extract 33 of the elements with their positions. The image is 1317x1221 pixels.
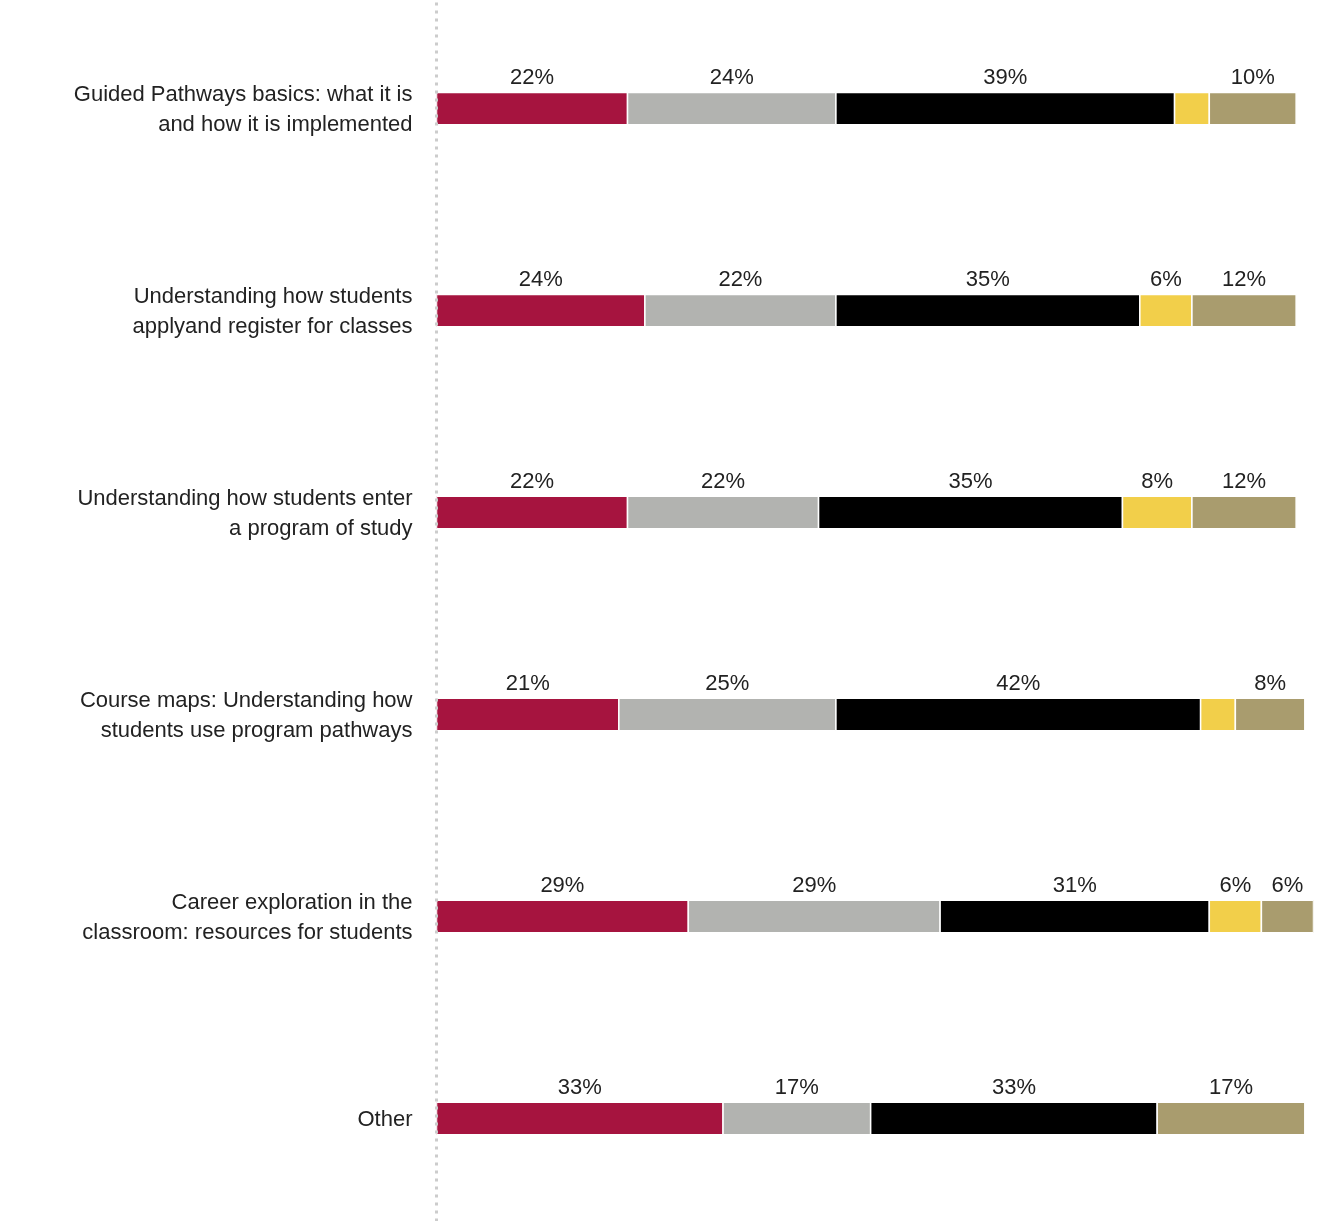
data-label: 22% <box>718 265 763 291</box>
data-label: 35% <box>965 265 1010 291</box>
data-label: 22% <box>510 467 555 493</box>
data-label: 33% <box>991 1073 1036 1099</box>
data-label: 35% <box>948 467 993 493</box>
data-label: 31% <box>1052 871 1097 897</box>
data-label: 22% <box>510 63 555 89</box>
data-label: 8% <box>1254 669 1286 695</box>
y-tick-label: Understanding how students enter a program of study <box>77 485 413 541</box>
data-label: 6% <box>1219 871 1252 897</box>
data-label: 22% <box>701 467 746 493</box>
data-label: 24% <box>518 265 563 291</box>
y-tick-label: Career exploration in the classroom: resources for students <box>82 889 413 944</box>
data-label: 33% <box>557 1073 602 1099</box>
data-label: 6% <box>1271 871 1304 897</box>
data-label: 29% <box>792 871 837 897</box>
data-label: 17% <box>1208 1073 1254 1099</box>
data-label: 12% <box>1222 467 1267 493</box>
y-tick-label: Understanding how students applyand register for classes <box>132 283 413 339</box>
y-tick-label: Other <box>357 1105 413 1131</box>
y-tick-label: Course maps: Understanding how students use program pathways <box>79 687 413 743</box>
data-label: 10% <box>1230 63 1275 89</box>
data-label: 12% <box>1222 265 1267 291</box>
data-label: 39% <box>983 63 1028 89</box>
y-tick-label: Guided Pathways basics: what it is and how it is implemented <box>73 81 413 137</box>
data-label: 25% <box>705 669 750 695</box>
data-label: 21% <box>505 669 550 695</box>
data-label: 17% <box>774 1073 819 1099</box>
data-label: 42% <box>996 669 1041 695</box>
data-label: 6% <box>1149 265 1182 291</box>
data-label: 24% <box>709 63 754 89</box>
data-label: 8% <box>1141 467 1174 493</box>
data-label: 29% <box>540 871 585 897</box>
